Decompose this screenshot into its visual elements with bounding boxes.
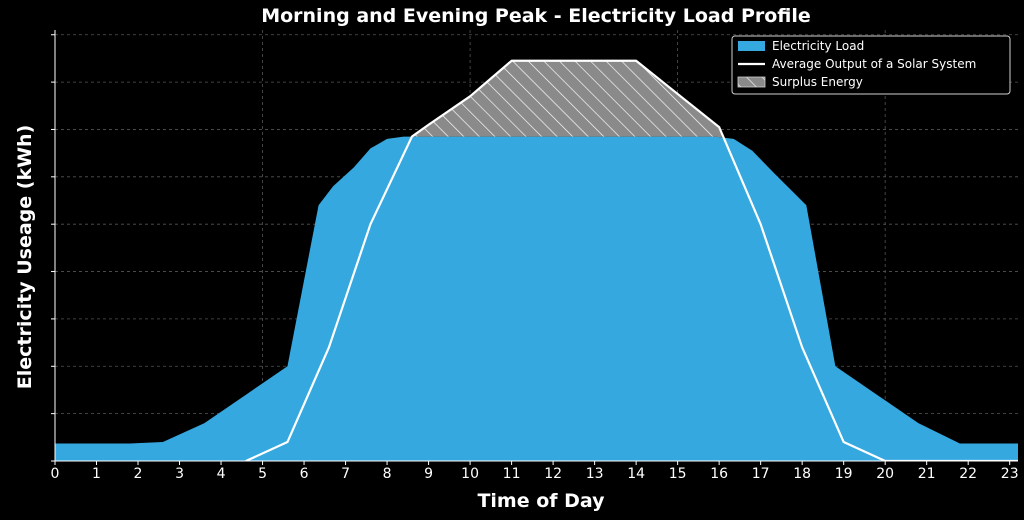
x-tick-label: 13 — [586, 466, 604, 482]
x-tick-label: 15 — [669, 466, 687, 482]
legend-label-solar: Average Output of a Solar System — [772, 57, 976, 71]
x-tick-label: 1 — [92, 466, 101, 482]
x-tick-label: 23 — [1001, 466, 1019, 482]
surplus-energy-area — [413, 60, 722, 138]
x-tick-label: 0 — [51, 466, 60, 482]
legend-label-load: Electricity Load — [772, 39, 864, 53]
legend-swatch-load — [738, 41, 765, 51]
y-axis-label: Electricity Useage (kWh) — [14, 125, 36, 390]
solar-output-line — [245, 59, 1018, 461]
legend-swatch-surplus — [737, 76, 766, 88]
x-tick-label: 9 — [424, 466, 433, 482]
x-tick-label: 22 — [959, 466, 977, 482]
x-tick-label: 8 — [383, 466, 392, 482]
x-tick-label: 21 — [918, 466, 936, 482]
x-tick-label: 18 — [793, 466, 811, 482]
x-tick-label: 10 — [461, 466, 479, 482]
x-tick-label: 7 — [341, 466, 350, 482]
x-axis-label: Time of Day — [477, 490, 605, 512]
legend-label-surplus: Surplus Energy — [772, 75, 863, 89]
x-tick-label: 5 — [258, 466, 267, 482]
x-tick-label: 11 — [503, 466, 521, 482]
x-tick-label: 6 — [300, 466, 309, 482]
x-tick-label: 4 — [217, 466, 226, 482]
x-tick-label: 14 — [627, 466, 645, 482]
x-tick-label: 2 — [134, 466, 143, 482]
x-tick-label: 17 — [752, 466, 770, 482]
x-axis-ticks: 0 1 2 3 4 5 6 7 8 9 10 11 12 13 14 15 16 17 18 19 20 21 22 23 — [51, 461, 1019, 482]
electricity-load-area — [55, 136, 1018, 461]
chart-title: Morning and Evening Peak - Electricity L… — [261, 5, 811, 27]
x-tick-label: 12 — [544, 466, 562, 482]
x-tick-label: 19 — [835, 466, 853, 482]
x-tick-label: 16 — [710, 466, 728, 482]
y-axis-ticks — [51, 34, 55, 462]
x-tick-label: 20 — [876, 466, 894, 482]
legend-box — [731, 35, 1011, 95]
x-tick-label: 3 — [175, 466, 184, 482]
legend: Electricity Load Average Output of a Sol… — [731, 35, 1011, 95]
